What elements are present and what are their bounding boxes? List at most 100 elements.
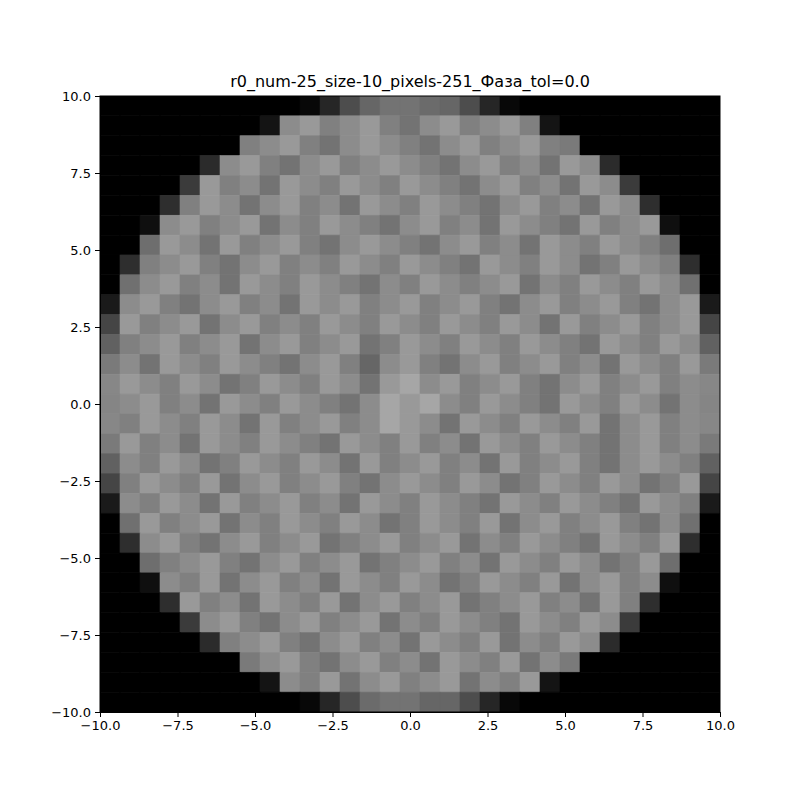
x-axis-tick: −2.5 bbox=[317, 712, 349, 733]
heatmap-cell bbox=[620, 434, 640, 454]
heatmap-cell bbox=[200, 235, 220, 255]
heatmap-cell bbox=[260, 215, 280, 235]
heatmap-cell bbox=[700, 414, 720, 434]
heatmap-cell bbox=[380, 553, 400, 573]
heatmap-cell bbox=[420, 553, 440, 573]
heatmap-cell bbox=[140, 334, 160, 354]
y-axis-tick: 2.5 bbox=[70, 320, 100, 335]
heatmap-cell bbox=[380, 692, 400, 712]
heatmap-cell bbox=[360, 692, 380, 712]
heatmap-cell bbox=[460, 414, 480, 434]
heatmap-cell bbox=[100, 513, 120, 533]
heatmap-cell bbox=[220, 573, 240, 593]
heatmap-cell bbox=[160, 414, 180, 434]
heatmap-cell bbox=[340, 275, 360, 295]
heatmap-cell bbox=[380, 195, 400, 215]
heatmap-cell bbox=[680, 235, 700, 255]
heatmap-cell bbox=[700, 692, 720, 712]
heatmap-cell bbox=[540, 553, 560, 573]
heatmap-cell bbox=[560, 533, 580, 553]
heatmap-cell bbox=[680, 215, 700, 235]
heatmap-cell bbox=[400, 175, 420, 195]
heatmap-cell bbox=[700, 195, 720, 215]
heatmap-cell bbox=[460, 334, 480, 354]
heatmap-cell bbox=[600, 156, 620, 176]
heatmap-cell bbox=[320, 593, 340, 613]
x-axis-tick-mark bbox=[178, 712, 179, 717]
heatmap-cell bbox=[580, 354, 600, 374]
heatmap-cell bbox=[160, 593, 180, 613]
heatmap-cell bbox=[700, 275, 720, 295]
heatmap-cell bbox=[340, 235, 360, 255]
heatmap-cell bbox=[380, 593, 400, 613]
heatmap-cell bbox=[420, 96, 440, 116]
heatmap-cell bbox=[100, 414, 120, 434]
heatmap-cell bbox=[580, 116, 600, 136]
heatmap-cell bbox=[660, 136, 680, 156]
heatmap-cell bbox=[160, 394, 180, 414]
x-axis-tick-mark bbox=[255, 712, 256, 717]
heatmap-cell bbox=[400, 275, 420, 295]
x-axis-tick: −7.5 bbox=[162, 712, 194, 733]
x-axis-tick-label: 0.0 bbox=[400, 718, 421, 733]
heatmap-cell bbox=[580, 493, 600, 513]
heatmap-cell bbox=[560, 156, 580, 176]
heatmap-cell bbox=[200, 394, 220, 414]
heatmap-cell bbox=[500, 315, 520, 335]
heatmap-cell bbox=[320, 315, 340, 335]
heatmap-cell bbox=[260, 454, 280, 474]
heatmap-cell bbox=[280, 633, 300, 653]
heatmap-cell bbox=[160, 553, 180, 573]
heatmap-cell bbox=[260, 255, 280, 275]
heatmap-cell bbox=[540, 334, 560, 354]
heatmap-cell bbox=[140, 652, 160, 672]
heatmap-cell bbox=[460, 354, 480, 374]
heatmap-cell bbox=[660, 394, 680, 414]
y-axis-tick: −2.5 bbox=[59, 474, 100, 489]
x-axis-tick: 0.0 bbox=[400, 712, 421, 733]
heatmap-cell bbox=[120, 672, 140, 692]
heatmap-cell bbox=[420, 672, 440, 692]
heatmap-cell bbox=[640, 195, 660, 215]
heatmap-cell bbox=[120, 633, 140, 653]
heatmap-cell bbox=[680, 493, 700, 513]
heatmap-cell bbox=[220, 633, 240, 653]
heatmap-cell bbox=[480, 613, 500, 633]
heatmap-cell bbox=[260, 513, 280, 533]
heatmap-cell bbox=[600, 454, 620, 474]
heatmap-cell bbox=[640, 315, 660, 335]
heatmap-cell bbox=[580, 652, 600, 672]
heatmap-cell bbox=[640, 334, 660, 354]
heatmap-cell bbox=[320, 334, 340, 354]
heatmap-cell bbox=[300, 374, 320, 394]
heatmap-cell bbox=[700, 334, 720, 354]
heatmap-cell bbox=[300, 454, 320, 474]
x-axis-tick: 10.0 bbox=[706, 712, 735, 733]
heatmap-cell bbox=[460, 156, 480, 176]
heatmap-cell bbox=[480, 255, 500, 275]
heatmap-cell bbox=[380, 374, 400, 394]
heatmap-cell bbox=[380, 493, 400, 513]
heatmap-cell bbox=[600, 116, 620, 136]
heatmap-cell bbox=[280, 374, 300, 394]
heatmap-cell bbox=[540, 136, 560, 156]
heatmap-cell bbox=[320, 96, 340, 116]
heatmap-cell bbox=[420, 533, 440, 553]
heatmap-cell bbox=[620, 474, 640, 494]
heatmap-cell bbox=[560, 513, 580, 533]
heatmap-cell bbox=[500, 275, 520, 295]
heatmap-cell bbox=[600, 493, 620, 513]
y-axis-tick: 7.5 bbox=[70, 166, 100, 181]
heatmap-cell bbox=[580, 533, 600, 553]
heatmap-cell bbox=[160, 493, 180, 513]
heatmap-cell bbox=[440, 414, 460, 434]
heatmap-cell bbox=[300, 573, 320, 593]
heatmap-cell bbox=[620, 315, 640, 335]
heatmap-cell bbox=[260, 692, 280, 712]
heatmap-cell bbox=[500, 613, 520, 633]
heatmap-cell bbox=[120, 434, 140, 454]
heatmap-cell bbox=[160, 295, 180, 315]
heatmap-cell bbox=[700, 493, 720, 513]
heatmap-cell bbox=[140, 513, 160, 533]
heatmap-cell bbox=[700, 255, 720, 275]
